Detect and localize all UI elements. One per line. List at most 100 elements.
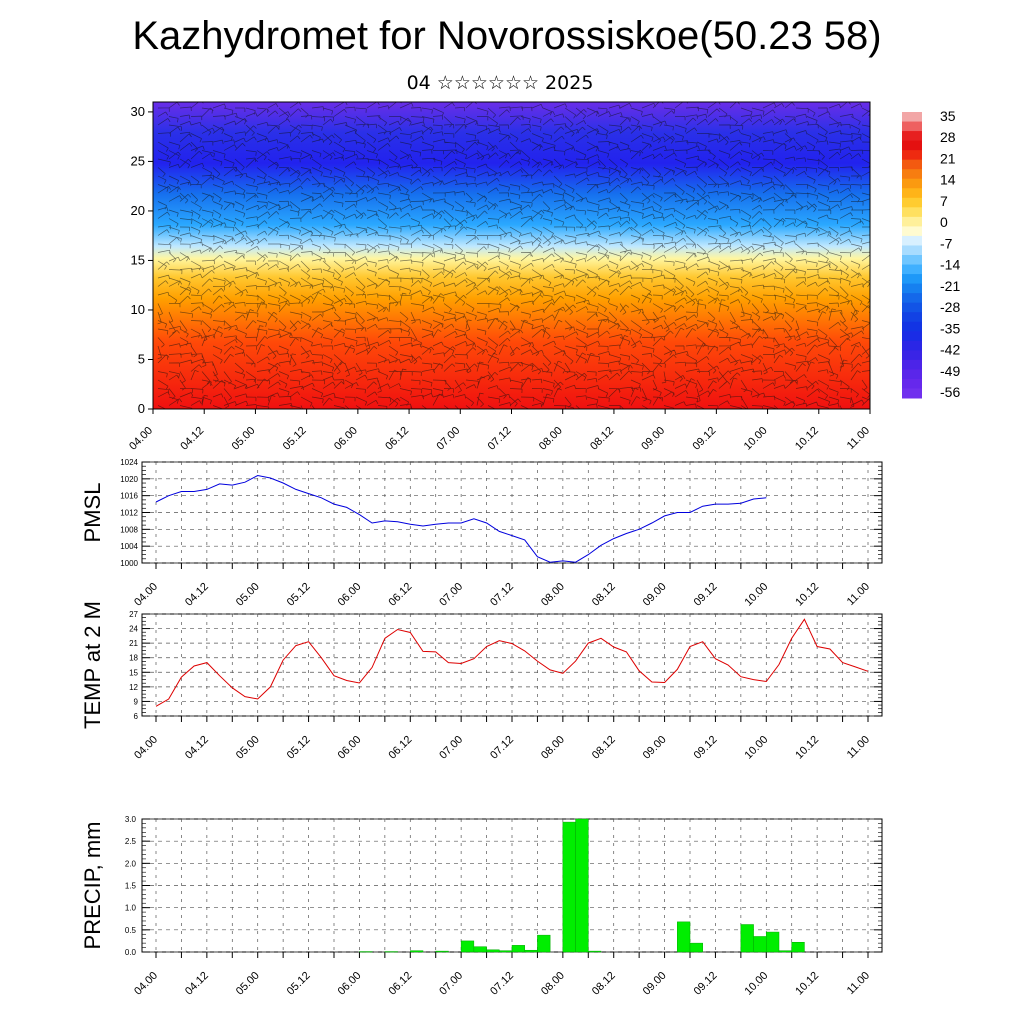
y-tick-label: 3.0 <box>125 815 137 824</box>
colorbar-bin <box>902 293 922 304</box>
x-tick-label: 04.00 <box>132 970 160 998</box>
colorbar-label: -7 <box>940 235 953 251</box>
colorbar-bin <box>902 150 922 161</box>
colorbar-label: 14 <box>940 172 956 188</box>
colorbar-bin <box>902 312 922 323</box>
x-tick-label: 09.00 <box>639 425 667 453</box>
precip-bar <box>766 931 780 953</box>
x-tick-label: 07.00 <box>437 734 465 762</box>
x-tick-label: 09.12 <box>691 425 719 453</box>
y-tick-label: 2.5 <box>125 837 137 846</box>
colorbar: 35 28 21 14 7 0 -7 -14 -21 -28 -35 -42 -49 -56 <box>902 108 960 400</box>
colorbar-label: 35 <box>940 108 956 124</box>
precip-bar <box>740 924 754 953</box>
precip-bar <box>588 950 602 953</box>
x-tick-label: 09.00 <box>641 581 669 609</box>
precip-bar <box>435 950 449 953</box>
y-tick-label: 18 <box>129 654 138 663</box>
x-tick-label: 07.12 <box>488 734 516 762</box>
precip-bar <box>791 941 805 953</box>
colorbar-bin <box>902 321 922 332</box>
colorbar-bin <box>902 359 922 370</box>
x-tick-label: 07.00 <box>437 581 465 609</box>
y-tick-label: 25 <box>131 153 145 168</box>
y-tick-label: 1016 <box>120 492 138 501</box>
colorbar-label: 28 <box>940 129 956 145</box>
x-tick-label: 04.00 <box>132 581 160 609</box>
colorbar-bin <box>902 264 922 275</box>
colorbar-label: 0 <box>940 214 948 230</box>
colorbar-bin <box>902 140 922 151</box>
y-tick-label: 1008 <box>120 525 138 534</box>
x-tick-label: 09.00 <box>641 734 669 762</box>
x-tick-label: 07.12 <box>488 581 516 609</box>
x-tick-label: 08.00 <box>539 581 567 609</box>
y-tick-label: 24 <box>129 625 138 634</box>
precip-bar <box>753 936 767 953</box>
colorbar-bin <box>902 121 922 132</box>
colorbar-bin <box>902 245 922 256</box>
x-tick-label: 06.12 <box>383 425 411 453</box>
precip-panel: 0.0 0.5 1.0 1.5 2.0 2.5 3.0 04.00 04.12 05.00 05.1… <box>80 815 883 998</box>
x-tick-label: 11.00 <box>845 425 872 452</box>
colorbar-bin <box>902 188 922 199</box>
colorbar-bin <box>902 340 922 351</box>
x-tick-label: 08.00 <box>539 970 567 998</box>
x-tick-label: 06.12 <box>386 970 414 998</box>
x-tick-label: 04.00 <box>127 425 155 453</box>
colorbar-bin <box>902 235 922 246</box>
y-tick-label: 1000 <box>120 559 138 568</box>
x-tick-label: 10.00 <box>742 734 770 762</box>
y-tick-label: 10 <box>131 302 145 317</box>
colorbar-label: -21 <box>940 278 960 294</box>
y-tick-label: 27 <box>129 610 138 619</box>
y-tick-label: 0.5 <box>125 926 137 935</box>
y-tick-label: 1024 <box>120 458 138 467</box>
x-tick-label: 04.00 <box>132 734 160 762</box>
x-tick-label: 09.12 <box>692 970 720 998</box>
precip-bar <box>410 950 424 953</box>
x-tick-label: 05.12 <box>285 581 313 609</box>
x-tick-label: 06.00 <box>336 734 364 762</box>
colorbar-bin <box>902 378 922 389</box>
pmsl-series-line <box>155 474 767 563</box>
colorbar-bin <box>902 226 922 237</box>
colorbar-bin <box>902 350 922 361</box>
colorbar-bin <box>902 255 922 266</box>
x-tick-label: 05.00 <box>234 970 262 998</box>
x-tick-label: 07.12 <box>486 425 514 453</box>
t2m-series-line <box>155 618 869 707</box>
x-tick-label: 06.00 <box>336 581 364 609</box>
x-tick-label: 10.12 <box>793 425 821 453</box>
x-tick-label: 10.12 <box>793 970 821 998</box>
pmsl-panel: 1000 1004 1008 1012 1016 1020 1024 04.00 04.12 05… <box>80 458 883 609</box>
chart-title: Kazhydromet for Novorossiskoe(50.23 58) <box>132 14 882 58</box>
colorbar-bin <box>902 178 922 189</box>
x-tick-label: 07.12 <box>488 970 516 998</box>
colorbar-label: 21 <box>940 150 956 166</box>
y-tick-label: 6 <box>134 712 139 721</box>
colorbar-label: -14 <box>940 257 960 273</box>
y-tick-label: 12 <box>129 683 138 692</box>
x-tick-label: 07.00 <box>437 970 465 998</box>
x-tick-label: 10.00 <box>742 581 770 609</box>
precip-bar <box>537 934 551 953</box>
x-tick-label: 08.00 <box>539 734 567 762</box>
chart-subtitle: 04 ☆☆☆☆☆☆ 2025 <box>406 72 594 94</box>
x-tick-label: 04.12 <box>183 581 211 609</box>
precip-bar <box>575 818 589 953</box>
x-tick-label: 05.00 <box>234 581 262 609</box>
x-tick-label: 11.00 <box>845 581 872 608</box>
x-tick-label: 06.12 <box>386 581 414 609</box>
colorbar-bin <box>902 169 922 180</box>
x-tick-label: 04.12 <box>178 425 206 453</box>
x-tick-label: 05.12 <box>281 425 309 453</box>
y-tick-label: 2.0 <box>125 859 137 868</box>
x-tick-label: 10.00 <box>742 970 770 998</box>
upper-air-panel: 0 5 10 15 20 25 30 04.00 04.12 05.00 05.12 06.00 06.… <box>127 101 960 453</box>
x-tick-label: 10.12 <box>793 581 821 609</box>
colorbar-bin <box>902 274 922 285</box>
y-tick-label: 1.0 <box>125 904 137 913</box>
x-tick-label: 05.00 <box>230 425 258 453</box>
wind-barbs <box>157 102 870 409</box>
